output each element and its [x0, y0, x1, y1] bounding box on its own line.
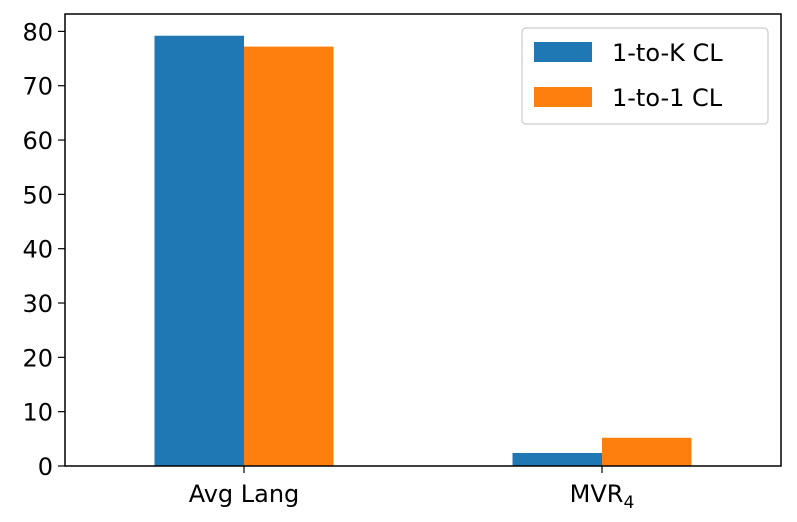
y-tick-label: 30 [22, 290, 53, 318]
bars-group [154, 35, 692, 466]
legend-swatch-1-to-k [534, 42, 592, 62]
legend-label-1-to-1: 1-to-1 CL [612, 84, 723, 112]
y-tick-label: 50 [22, 181, 53, 209]
plot-frame [64, 13, 782, 467]
y-tick-label: 40 [22, 236, 53, 264]
x-axis: Avg Lang MVR4 [189, 466, 635, 513]
x-tick-label: MVR4 [570, 480, 635, 513]
bar-1-to-k-cl-avg-lang [154, 35, 244, 466]
y-tick-label: 70 [22, 73, 53, 101]
y-tick-label: 10 [22, 399, 53, 427]
x-tick-label: Avg Lang [189, 480, 300, 508]
bar-1-to-1-cl-mvr [602, 437, 692, 466]
y-tick-label: 20 [22, 344, 53, 372]
y-tick-label: 0 [38, 453, 53, 481]
y-tick-label: 60 [22, 127, 53, 155]
legend: 1-to-K CL 1-to-1 CL [521, 27, 769, 125]
bar-1-to-k-cl-mvr [512, 452, 602, 466]
y-axis: 0 10 20 30 40 50 60 70 80 [22, 18, 65, 481]
legend-label-1-to-k: 1-to-K CL [612, 39, 723, 67]
y-tick-label: 80 [22, 18, 53, 46]
legend-swatch-1-to-1 [534, 87, 592, 107]
bar-1-to-1-cl-avg-lang [244, 46, 334, 466]
